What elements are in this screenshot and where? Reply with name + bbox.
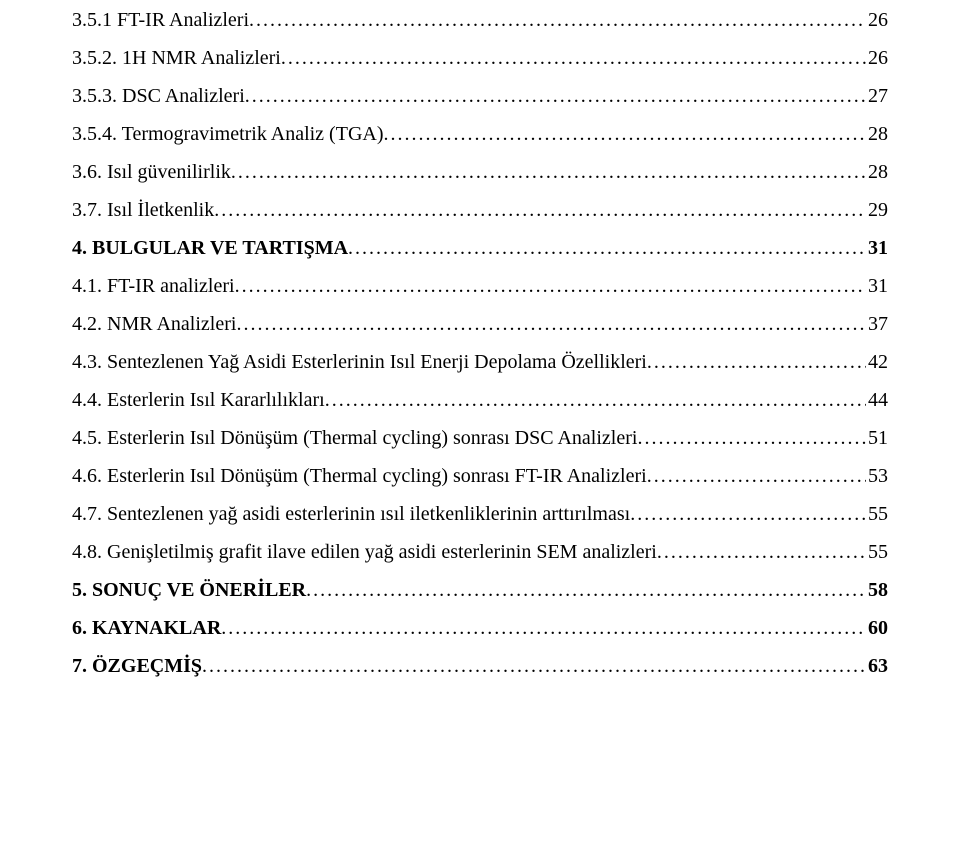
toc-dot-leader [221,616,866,641]
toc-entry-page: 60 [866,616,888,641]
table-of-contents: 3.5.1 FT-IR Analizleri263.5.2. 1H NMR An… [72,8,888,679]
toc-dot-leader [245,84,866,109]
toc-entry-page: 31 [866,236,888,261]
toc-entry-page: 55 [866,502,888,527]
toc-dot-leader [249,8,866,33]
toc-entry-label: 3.6. Isıl güvenilirlik [72,160,231,185]
toc-dot-leader [214,198,866,223]
toc-entry: 7. ÖZGEÇMİŞ 63 [72,654,888,679]
toc-dot-leader [306,578,866,603]
toc-entry: 4.3. Sentezlenen Yağ Asidi Esterlerinin … [72,350,888,375]
toc-entry-label: 4.3. Sentezlenen Yağ Asidi Esterlerinin … [72,350,647,375]
toc-entry-label: 4.4. Esterlerin Isıl Kararlılıkları [72,388,325,413]
toc-entry-page: 28 [866,122,888,147]
toc-entry-label: 7. ÖZGEÇMİŞ [72,654,202,679]
toc-entry-page: 37 [866,312,888,337]
toc-entry-page: 51 [866,426,888,451]
toc-dot-leader [348,236,866,261]
toc-entry: 3.5.2. 1H NMR Analizleri 26 [72,46,888,71]
toc-dot-leader [630,502,866,527]
toc-dot-leader [647,350,866,375]
toc-entry: 4.8. Genişletilmiş grafit ilave edilen y… [72,540,888,565]
toc-dot-leader [236,312,866,337]
toc-entry-page: 26 [866,8,888,33]
toc-entry: 3.5.4. Termogravimetrik Analiz (TGA) 28 [72,122,888,147]
toc-dot-leader [281,46,866,71]
toc-entry: 3.7. Isıl İletkenlik 29 [72,198,888,223]
toc-entry-label: 4.1. FT-IR analizleri [72,274,235,299]
toc-entry: 4.7. Sentezlenen yağ asidi esterlerinin … [72,502,888,527]
toc-entry-label: 4.8. Genişletilmiş grafit ilave edilen y… [72,540,657,565]
toc-entry-label: 4.7. Sentezlenen yağ asidi esterlerinin … [72,502,630,527]
toc-entry: 3.6. Isıl güvenilirlik 28 [72,160,888,185]
toc-entry-page: 53 [866,464,888,489]
toc-dot-leader [383,122,866,147]
toc-dot-leader [657,540,866,565]
toc-entry: 4.2. NMR Analizleri 37 [72,312,888,337]
toc-entry-page: 27 [866,84,888,109]
toc-entry: 4.5. Esterlerin Isıl Dönüşüm (Thermal cy… [72,426,888,451]
toc-entry-page: 44 [866,388,888,413]
toc-entry-page: 63 [866,654,888,679]
toc-entry-label: 3.5.3. DSC Analizleri [72,84,245,109]
toc-entry-label: 5. SONUÇ VE ÖNERİLER [72,578,306,603]
toc-dot-leader [325,388,866,413]
toc-dot-leader [235,274,866,299]
toc-entry-label: 6. KAYNAKLAR [72,616,221,641]
toc-entry: 4.1. FT-IR analizleri 31 [72,274,888,299]
toc-entry-page: 55 [866,540,888,565]
toc-entry-page: 29 [866,198,888,223]
toc-entry-label: 4.6. Esterlerin Isıl Dönüşüm (Thermal cy… [72,464,647,489]
toc-entry-label: 3.7. Isıl İletkenlik [72,198,214,223]
toc-entry-label: 4.5. Esterlerin Isıl Dönüşüm (Thermal cy… [72,426,637,451]
toc-entry-label: 3.5.4. Termogravimetrik Analiz (TGA) [72,122,383,147]
toc-entry-page: 28 [866,160,888,185]
toc-entry-label: 3.5.1 FT-IR Analizleri [72,8,249,33]
toc-entry: 6. KAYNAKLAR 60 [72,616,888,641]
toc-entry-page: 31 [866,274,888,299]
toc-entry-page: 26 [866,46,888,71]
toc-entry-label: 3.5.2. 1H NMR Analizleri [72,46,281,71]
toc-entry-page: 58 [866,578,888,603]
toc-entry-page: 42 [866,350,888,375]
toc-dot-leader [231,160,866,185]
toc-dot-leader [647,464,866,489]
toc-dot-leader [202,654,866,679]
toc-entry-label: 4.2. NMR Analizleri [72,312,236,337]
toc-entry: 4.6. Esterlerin Isıl Dönüşüm (Thermal cy… [72,464,888,489]
toc-entry: 3.5.1 FT-IR Analizleri 26 [72,8,888,33]
toc-entry-label: 4. BULGULAR VE TARTIŞMA [72,236,348,261]
toc-entry: 4. BULGULAR VE TARTIŞMA 31 [72,236,888,261]
toc-dot-leader [637,426,866,451]
toc-entry: 5. SONUÇ VE ÖNERİLER 58 [72,578,888,603]
toc-entry: 4.4. Esterlerin Isıl Kararlılıkları 44 [72,388,888,413]
toc-entry: 3.5.3. DSC Analizleri 27 [72,84,888,109]
